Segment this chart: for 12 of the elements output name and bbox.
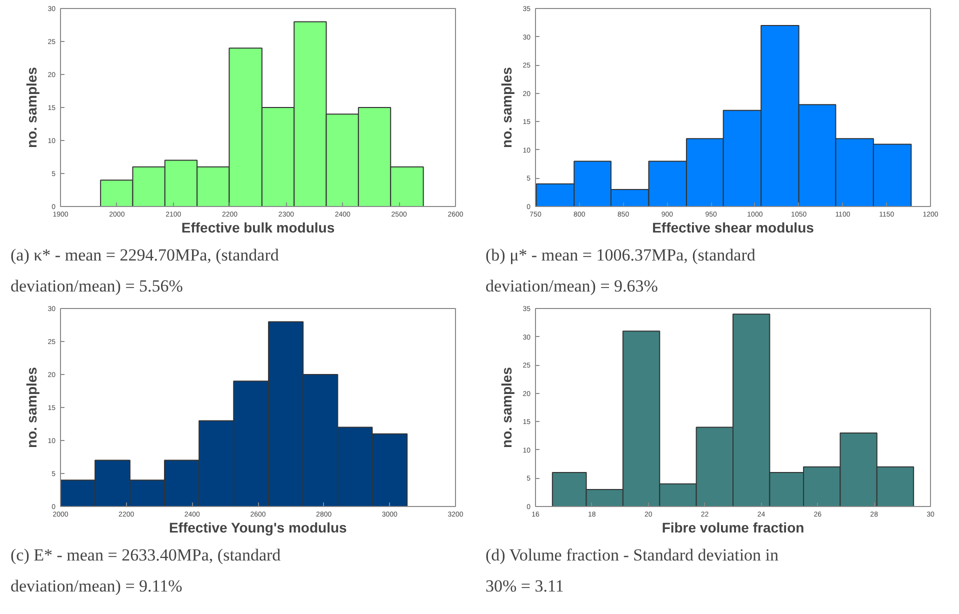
y-axis-title: no. samples: [24, 366, 40, 448]
text: (b) μ* - mean = 1006.37MPa, (standard deviation/mean) = 9.63%: [486, 246, 756, 296]
x-axis-title: Effective bulk modulus: [181, 220, 335, 236]
y-axis-title: no. samples: [24, 66, 40, 148]
x-axis-title: Effective shear modulus: [652, 220, 814, 236]
y-axis-title: no. samples: [498, 66, 515, 148]
x-axis-title: Effective Young's modulus: [168, 520, 348, 536]
x-axis-title: Fibre volume fraction: [662, 520, 804, 536]
text: (a) κ* - mean = 2294.70MPa, (standard deviation/mean) = 5.56%: [10, 246, 280, 296]
y-axis-title: no. samples: [498, 366, 515, 448]
text: (c) E* - mean = 2633.40MPa, (standard deviation/mean) = 9.11%: [10, 546, 282, 596]
text: (d) Volume fraction - Standard deviation in 30% = 3.11: [486, 546, 780, 596]
